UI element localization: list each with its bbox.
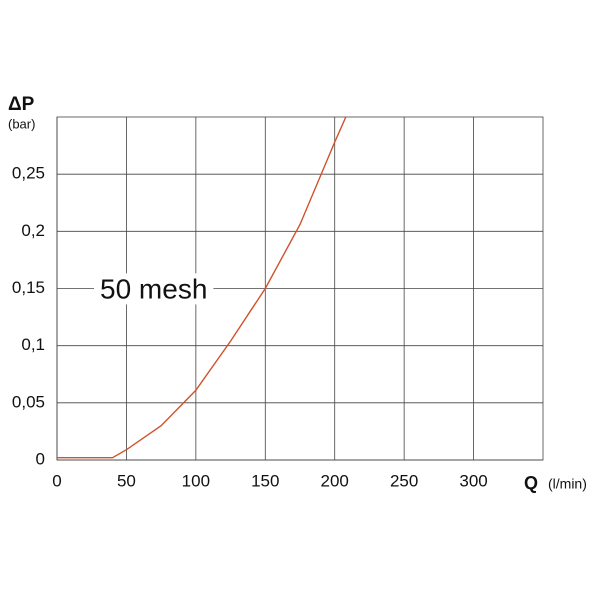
y-axis-unit: (bar)	[8, 116, 35, 131]
x-tick-label: 300	[459, 471, 487, 490]
x-tick-label: 50	[117, 471, 136, 490]
x-tick-label: 150	[251, 471, 279, 490]
y-tick-label: 0,25	[12, 164, 45, 183]
x-tick-label: 0	[52, 471, 61, 490]
x-axis-unit: (l/min)	[548, 476, 587, 492]
x-axis-label: Q	[524, 473, 538, 493]
annotation-background	[94, 273, 214, 305]
x-tick-label: 250	[390, 471, 418, 490]
y-tick-label: 0	[36, 449, 45, 468]
y-axis-label: ΔP	[8, 94, 35, 115]
x-tick-label: 100	[182, 471, 210, 490]
line	[57, 116, 347, 459]
y-tick-label: 0,2	[21, 221, 45, 240]
y-tick-label: 0,1	[21, 335, 45, 354]
x-tick-label: 200	[321, 471, 349, 490]
y-tick-label: 0,15	[12, 278, 45, 297]
annotation: 50 mesh	[100, 273, 207, 304]
plot-frame	[56, 116, 544, 461]
y-tick-label: 0,05	[12, 392, 45, 411]
